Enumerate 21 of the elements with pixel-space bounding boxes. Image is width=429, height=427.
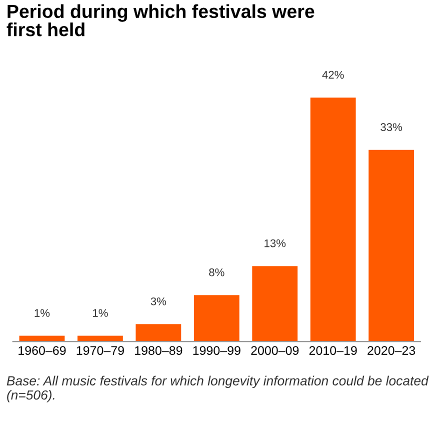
- bar: [136, 324, 182, 342]
- x-tick-label: 1970–79: [76, 346, 124, 355]
- data-label: 3%: [150, 297, 166, 306]
- chart-title: Period during which festivals were first held: [6, 4, 314, 36]
- x-tick-label: 2000–09: [251, 346, 299, 355]
- bar: [310, 98, 356, 342]
- x-tick-label: 1980–89: [135, 346, 182, 355]
- bar: [368, 150, 414, 342]
- x-tick-label: 2020–23: [368, 346, 416, 355]
- x-tick-label: 2010–19: [309, 346, 357, 355]
- bar: [252, 266, 298, 342]
- x-tick-label: 1960–69: [18, 346, 66, 355]
- data-label: 1%: [34, 309, 50, 317]
- data-label: 8%: [209, 268, 224, 276]
- x-tick-label: 1990–99: [193, 346, 240, 355]
- text: Base: All music festivals for which longevity information could be located (n=506).: [6, 376, 429, 402]
- data-label: 33%: [380, 123, 402, 132]
- data-label: 13%: [264, 239, 286, 248]
- data-label: 42%: [322, 70, 344, 79]
- data-label: 1%: [93, 309, 108, 317]
- bar: [194, 295, 240, 342]
